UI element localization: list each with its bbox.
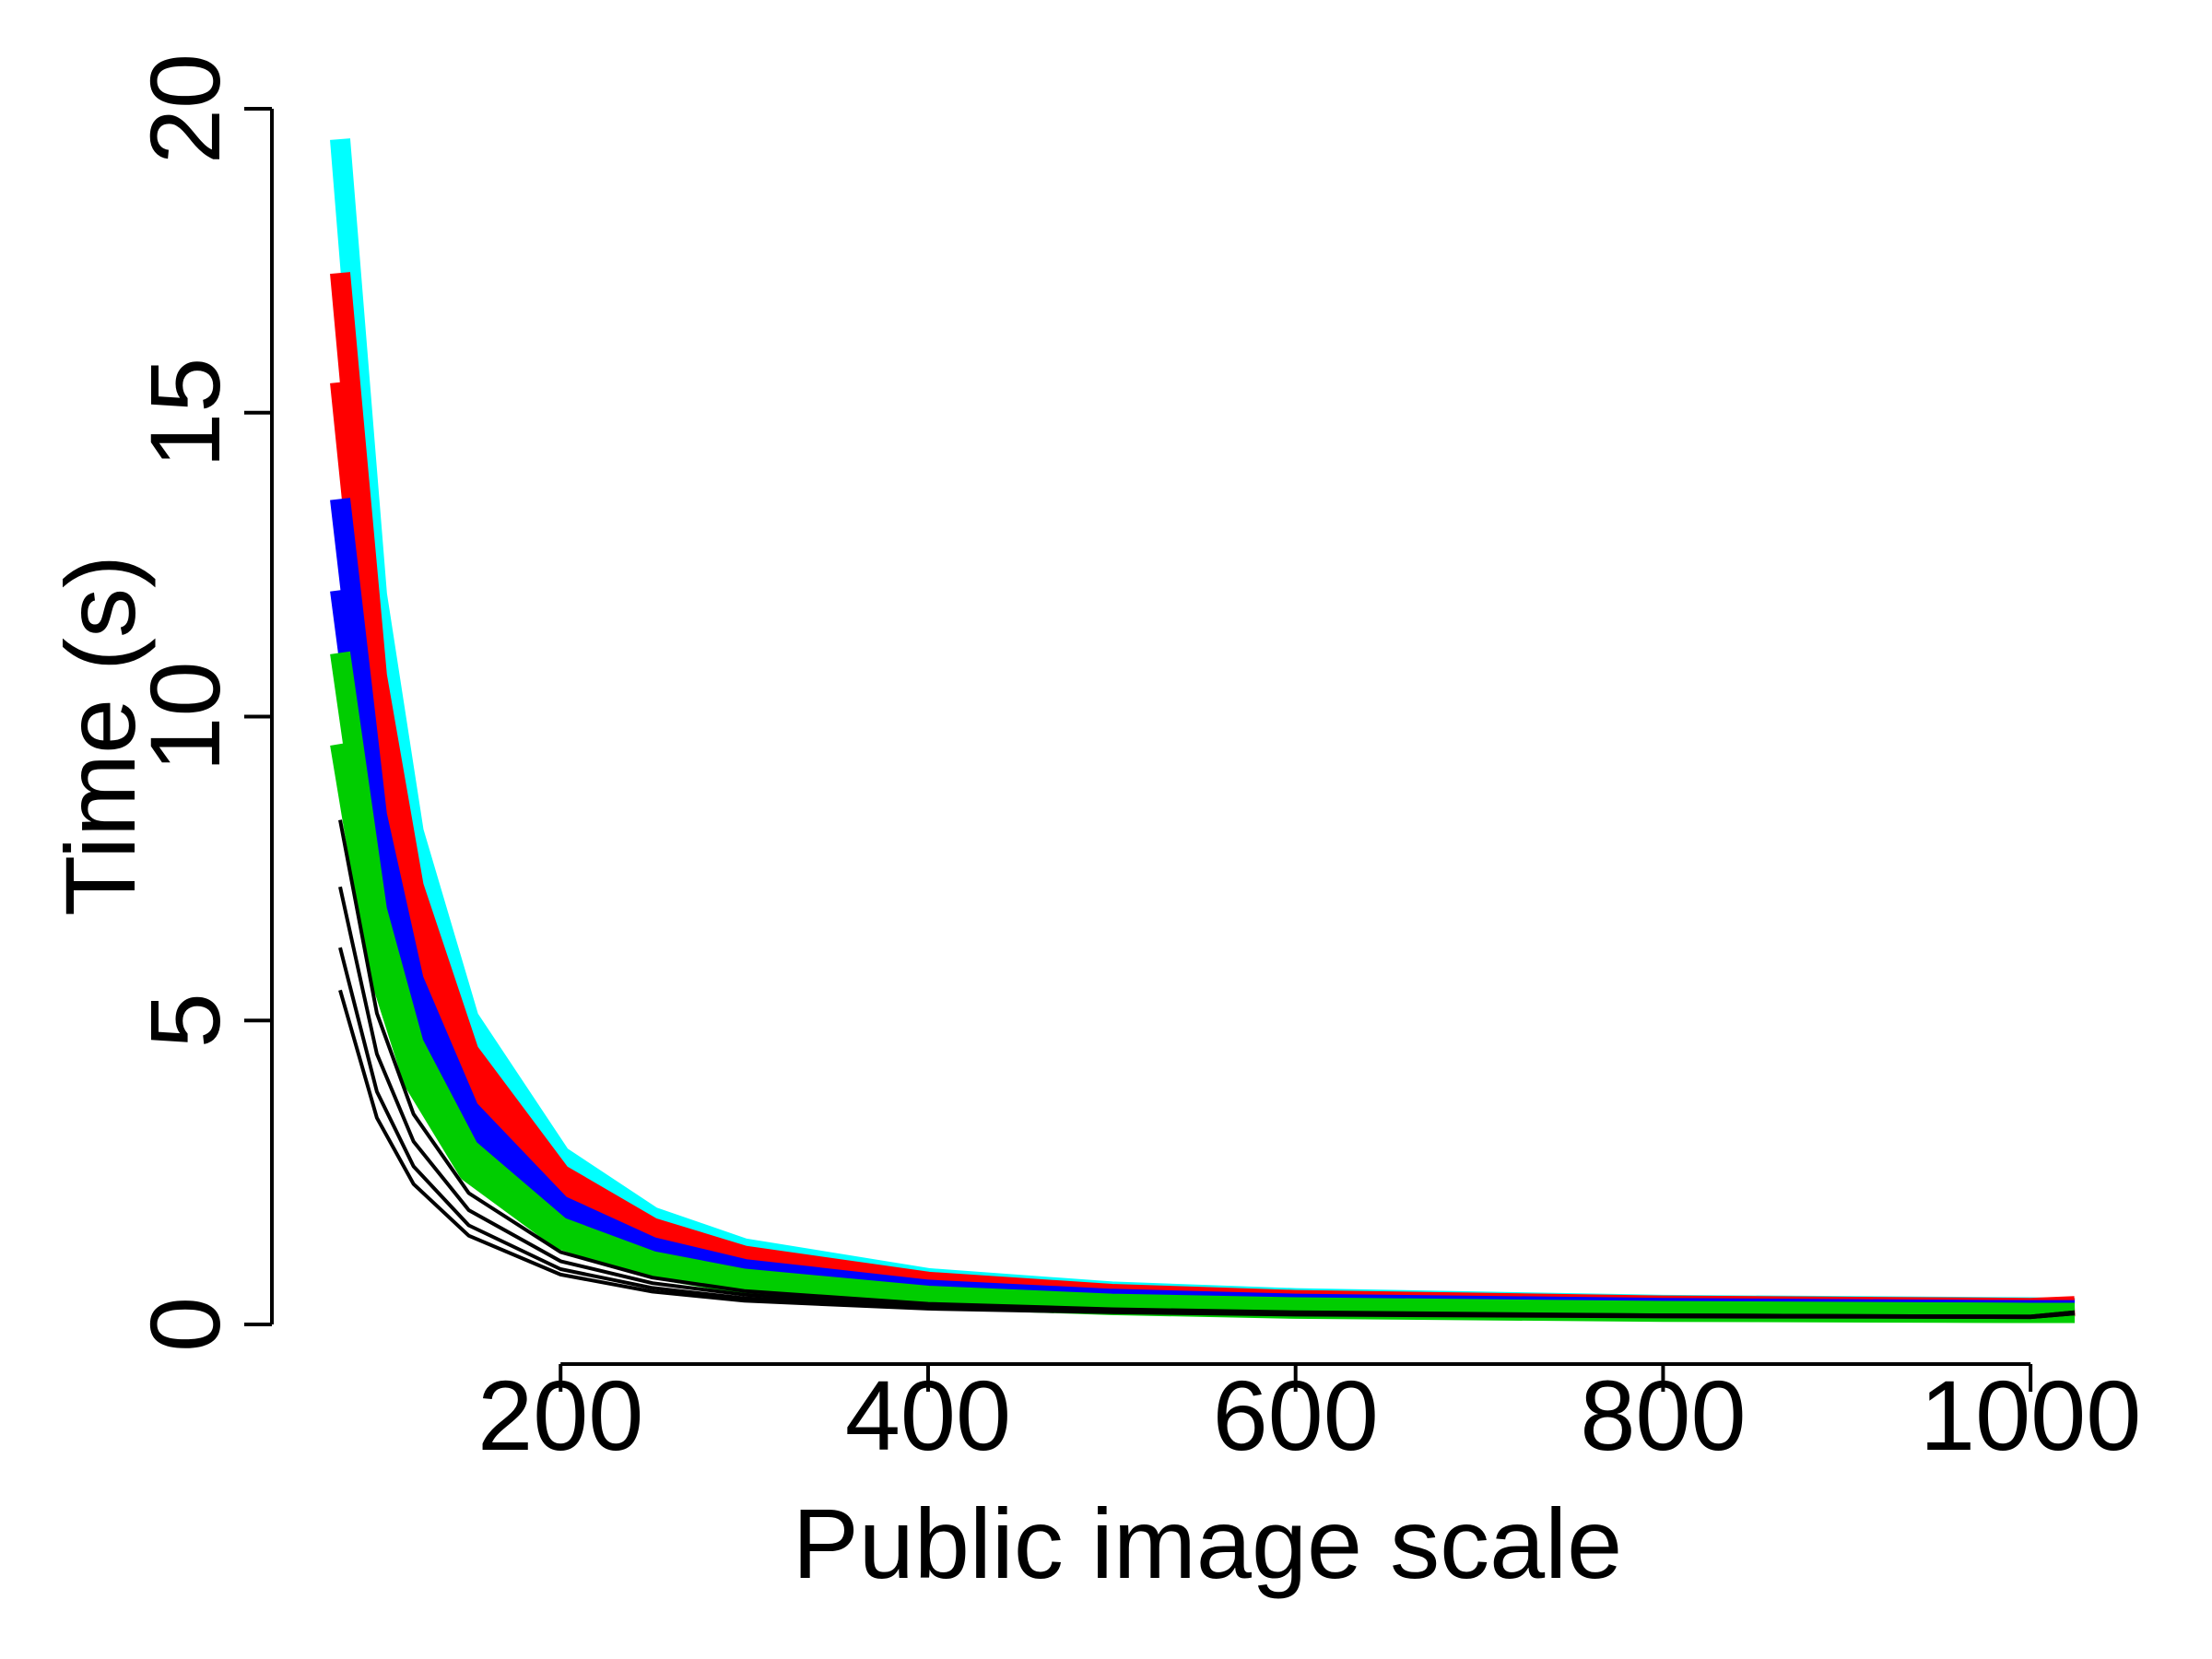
series-line xyxy=(330,272,2076,1319)
y-tick-label: 15 xyxy=(129,358,241,468)
y-tick-label: 5 xyxy=(129,993,241,1048)
x-tick-label: 600 xyxy=(1213,1359,1379,1471)
x-axis-title: Public image scale xyxy=(793,1488,1622,1599)
series-line xyxy=(330,742,2075,1324)
x-tick-label: 800 xyxy=(1580,1359,1746,1471)
x-tick-label: 1000 xyxy=(1920,1359,2141,1471)
x-tick-label: 400 xyxy=(845,1359,1011,1471)
series-line xyxy=(330,381,2075,1319)
series-line xyxy=(330,138,2076,1319)
y-tick-label: 10 xyxy=(129,661,241,771)
series-line xyxy=(338,989,2076,1320)
x-tick-label: 200 xyxy=(477,1359,643,1471)
y-tick-label: 0 xyxy=(129,1297,241,1352)
y-tick-label: 20 xyxy=(129,53,241,164)
y-axis-title: Time (s) xyxy=(44,555,156,916)
